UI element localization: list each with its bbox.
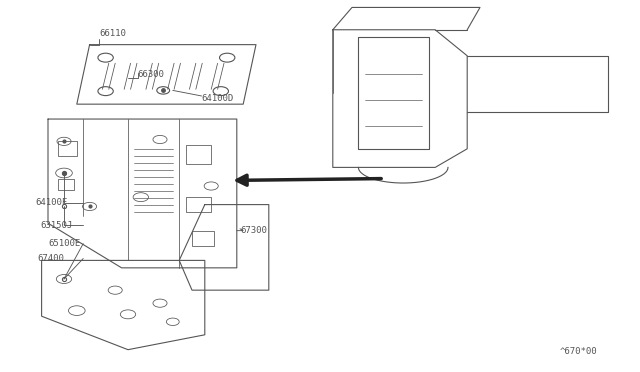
Bar [58,179,74,190]
Text: 64100F: 64100F [35,198,67,207]
Text: 67300: 67300 [240,226,267,235]
Bar [192,231,214,246]
Text: 67400: 67400 [37,254,64,263]
Text: 66110: 66110 [99,29,126,38]
Text: ^670*00: ^670*00 [560,347,598,356]
Text: 63150J: 63150J [40,221,72,230]
Bar [186,145,211,164]
Bar [186,197,211,212]
Text: 65100E: 65100E [48,239,80,248]
Bar [58,141,77,156]
Text: 64100D: 64100D [202,94,234,103]
Text: 66300: 66300 [138,70,164,79]
